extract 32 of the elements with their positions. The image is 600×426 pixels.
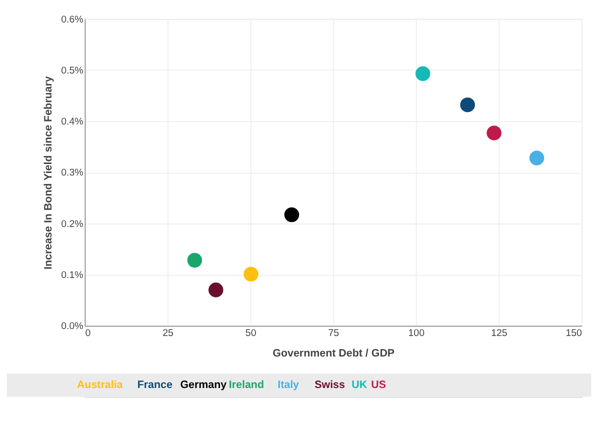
point — [284, 207, 300, 222]
x-tick-label: 75 — [328, 328, 340, 339]
text: Ireland — [228, 379, 264, 392]
text: UK — [352, 379, 368, 392]
x-tick-label: 0 — [85, 328, 92, 339]
point — [529, 150, 544, 166]
point — [244, 266, 258, 282]
y-tick-label: 0.5% — [61, 65, 84, 76]
point — [208, 282, 224, 298]
y-tick-label: 0.0% — [61, 321, 84, 332]
text: Australia — [76, 379, 124, 392]
point — [486, 126, 502, 140]
point — [415, 66, 430, 82]
y-tick-label: 0.4% — [61, 116, 84, 128]
x-axis-title: Government Debt / GDP — [272, 347, 395, 360]
y-tick-label: 0.6% — [61, 14, 84, 26]
x-tick-label: 125 — [491, 328, 508, 339]
text: Swiss — [314, 379, 345, 392]
x-tick-label: 25 — [162, 328, 174, 339]
point — [187, 252, 202, 268]
y-tick-label: 0.3% — [61, 168, 84, 179]
x-tick-label: 100 — [408, 328, 426, 339]
y-tick-label: 0.2% — [61, 218, 84, 230]
x-tick-label: 150 — [566, 328, 583, 339]
y-tick-label: 0.1% — [61, 270, 84, 282]
text: US — [371, 379, 386, 392]
point — [460, 97, 475, 112]
y-axis-title: Increase In Bond Yield since February — [42, 76, 54, 270]
x-tick-label: 50 — [245, 328, 257, 339]
text: France — [137, 379, 172, 392]
text: Germany — [180, 379, 227, 392]
text: Italy — [278, 379, 300, 392]
